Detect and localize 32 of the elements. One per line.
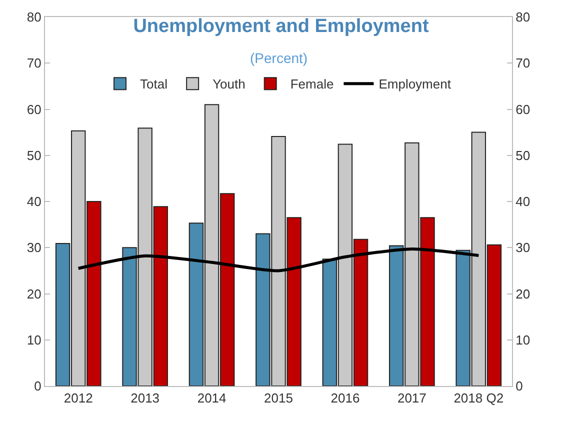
- x-tick-label: 2016: [330, 390, 360, 406]
- y2-tick-label: 50: [516, 148, 530, 163]
- y-tick-label: 50: [26, 148, 42, 163]
- y-tick-label: 70: [26, 56, 42, 71]
- y-tick-label: 80: [26, 10, 42, 25]
- legend-label: Total: [140, 76, 168, 92]
- y-tick-label: 10: [26, 332, 42, 348]
- y2-tick-label: 10: [516, 332, 530, 348]
- y2-tick-label: 20: [516, 286, 530, 302]
- chart-title: Unemployment and Employment: [133, 16, 430, 38]
- y2-tick-label: 60: [516, 102, 530, 117]
- y-tick-label: 40: [26, 194, 42, 210]
- x-tick-label: 2014: [197, 390, 226, 406]
- y2-tick-label: 70: [516, 56, 530, 71]
- text: (Percent): [250, 50, 308, 66]
- x-tick-label: 2015: [264, 390, 293, 406]
- x-tick-label: 2017: [397, 390, 426, 406]
- legend-label: Youth: [212, 76, 246, 92]
- legend-label: Female: [290, 76, 334, 92]
- x-tick-label: 2012: [64, 390, 93, 406]
- y2-tick-label: 0: [516, 378, 523, 394]
- y2-tick-label: 80: [516, 10, 530, 25]
- x-tick-label: 2018 Q2: [454, 390, 504, 406]
- y-tick-label: 0: [34, 378, 42, 394]
- y2-tick-label: 30: [516, 240, 530, 256]
- y-tick-label: 60: [26, 102, 42, 117]
- line-series: [76, 248, 480, 272]
- y-tick-label: 30: [26, 240, 42, 256]
- x-tick-label: 2013: [130, 390, 160, 406]
- y2-tick-label: 40: [516, 194, 530, 210]
- legend-label: Employment: [378, 76, 452, 92]
- y-tick-label: 20: [26, 286, 42, 302]
